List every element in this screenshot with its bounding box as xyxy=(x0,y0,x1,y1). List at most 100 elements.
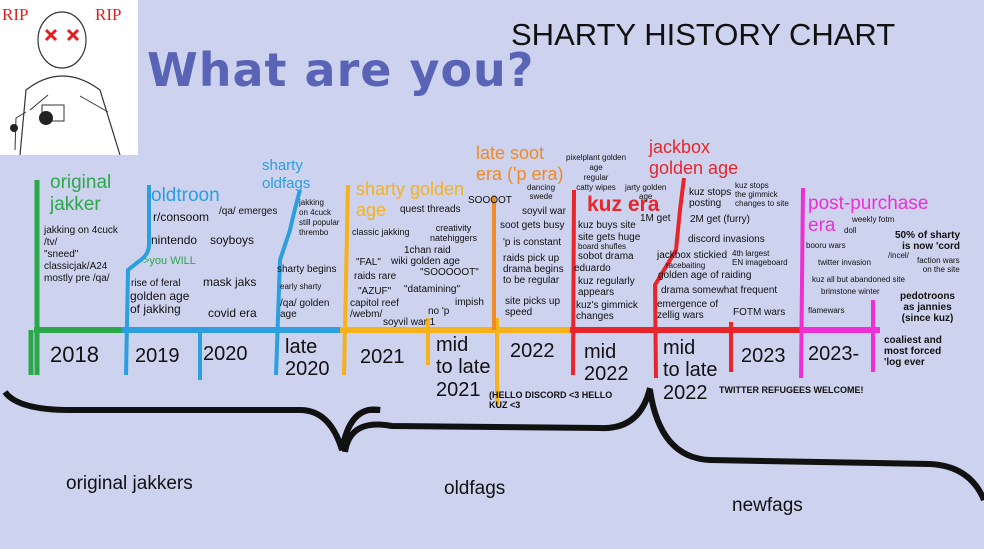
event-text: kuz's gimmick changes xyxy=(576,300,638,322)
marker-jackbox xyxy=(652,177,686,379)
rip-left-text: RIP xyxy=(2,5,28,24)
event-text: kuz stops posting xyxy=(689,187,732,209)
event-text: jakking on 4cuck still popular thrembo xyxy=(299,198,340,237)
event-text: sobot drama xyxy=(578,251,634,262)
event-text: mask jaks xyxy=(203,275,257,289)
event-text: brimstone winter xyxy=(821,287,880,296)
event-text: early sharty xyxy=(280,282,322,291)
event-text: "AZUF" xyxy=(358,286,392,297)
note-twitter-refugees: TWITTER REFUGEES WELCOME! xyxy=(719,385,864,395)
event-text: site gets huge xyxy=(578,232,641,243)
event-text: soyboys xyxy=(210,233,255,247)
event-text: weekly fotm xyxy=(852,215,895,224)
event-text: quest threads xyxy=(400,204,461,215)
era-late-soot: late soot era ('p era) xyxy=(476,143,563,184)
event-text: jarty golden age xyxy=(625,183,667,201)
year-2020: 2020 xyxy=(203,343,248,365)
event-text: /qa/ golden age xyxy=(280,298,330,320)
era-oldtroon: oldtroon xyxy=(151,185,220,206)
year-mid-late-2021: mid to late 2021 xyxy=(436,334,491,401)
event-text: raids rare xyxy=(354,271,397,282)
event-text: r/consoom xyxy=(153,210,210,224)
page-heading: What are you? xyxy=(147,43,535,97)
year-2019: 2019 xyxy=(135,345,180,367)
marker-original xyxy=(28,180,40,375)
marker-post xyxy=(799,187,805,379)
event-text: pedotroons as jannies (since kuz) xyxy=(900,291,955,324)
year-2018: 2018 xyxy=(50,342,99,367)
brace-oldfags xyxy=(342,387,653,453)
event-text: booru wars xyxy=(806,241,846,250)
portrait-image: RIP RIP xyxy=(0,0,138,156)
year-2022: 2022 xyxy=(510,340,555,362)
event-text: 2M get (furry) xyxy=(690,214,751,225)
event-text: twitter invasion xyxy=(818,258,871,267)
event-text: covid era xyxy=(208,306,257,320)
event-text: soyvil war xyxy=(522,206,566,217)
event-text: raids pick up drama begins to be regular xyxy=(503,253,564,286)
event-text: kuz regularly appears xyxy=(578,276,635,298)
event-text: faction wars on the site xyxy=(917,256,960,274)
event-text: 1chan raid xyxy=(404,245,451,256)
brace-newfags xyxy=(647,389,984,502)
event-text: 4th largest EN imageboard xyxy=(732,249,788,267)
event-text: kuz buys site xyxy=(578,220,636,231)
event-text: pixelplant golden age regular catty wipe… xyxy=(566,153,627,192)
marker-kuz xyxy=(571,189,576,376)
marker-sharty-oldfags xyxy=(274,189,302,376)
event-text: dancing swede xyxy=(527,183,556,201)
event-text: wiki golden age xyxy=(391,256,460,267)
event-text: capitol reef /webm/ xyxy=(350,298,399,320)
event-text: 'p is constant xyxy=(503,237,562,248)
event-text: site picks up speed xyxy=(505,296,561,318)
event-text: FOTM wars xyxy=(733,307,786,318)
event-text: discord invasions xyxy=(688,234,765,245)
era-jackbox-golden-age: jackbox golden age xyxy=(649,137,738,178)
marker-oldtroon xyxy=(124,185,151,376)
era-label-text: late soot era ('p era) xyxy=(476,143,564,184)
event-text: 50% of sharty is now 'cord xyxy=(895,230,961,252)
event-text: "datamining" xyxy=(404,284,461,295)
event-text: kuz all but abandoned site xyxy=(812,275,905,284)
era-sharty-oldfags: sharty oldfags xyxy=(262,157,310,193)
era-label-text: jackbox golden age xyxy=(649,137,739,178)
year-2023: 2023 xyxy=(741,345,786,367)
event-text: SOOOOT xyxy=(468,195,512,206)
event-text: eduardo xyxy=(574,263,611,274)
event-text: emergence of zellig wars xyxy=(657,299,719,321)
event-text: soot gets busy xyxy=(500,220,565,231)
year-mid-late-2022: mid to late 2022 xyxy=(663,337,718,404)
year-mid-2022: mid 2022 xyxy=(584,341,629,386)
event-text: flamewars xyxy=(808,306,845,315)
event-text: board shufles xyxy=(578,242,627,251)
marker-golden xyxy=(342,184,350,376)
era-kuz-era: kuz era xyxy=(587,193,660,216)
event-text: kuz stops the gimmick changes to site xyxy=(735,181,789,208)
event-text: impish xyxy=(455,297,484,308)
rip-right-text: RIP xyxy=(95,5,121,24)
event-text: drama somewhat frequent xyxy=(661,285,778,296)
note-hello-discord: (HELLO DISCORD <3 HELLO KUZ <3 xyxy=(489,390,613,410)
chart-title: SHARTY HISTORY CHART xyxy=(511,17,896,52)
wojak-portrait-drawing: RIP RIP xyxy=(0,0,138,156)
group-newfags: newfags xyxy=(732,495,803,516)
event-text: golden age of jakking xyxy=(130,289,190,317)
event-text: /qa/ emerges xyxy=(219,206,278,217)
era-label-text: post-purchase era xyxy=(808,193,929,236)
year-late-2020: late 2020 xyxy=(285,336,330,381)
event-text: creativity natehiggers xyxy=(430,223,478,243)
event-text: racebaiting xyxy=(666,261,706,270)
era-label-text: original jakker xyxy=(50,172,112,215)
event-text: nintendo xyxy=(151,233,198,247)
event-text: doll xyxy=(844,226,857,235)
year-2021: 2021 xyxy=(360,346,405,368)
event-text: soyvil war 1 xyxy=(383,317,436,328)
year-2023-plus: 2023- xyxy=(808,343,860,365)
event-text: coaliest and most forced 'log ever xyxy=(884,335,942,368)
era-sharty-golden-age: sharty golden age xyxy=(356,179,464,220)
event-text: sharty begins xyxy=(277,264,337,275)
group-oldfags: oldfags xyxy=(444,478,506,499)
event-text: jackbox stickied xyxy=(657,250,728,261)
group-original-jakkers: original jakkers xyxy=(66,473,193,494)
